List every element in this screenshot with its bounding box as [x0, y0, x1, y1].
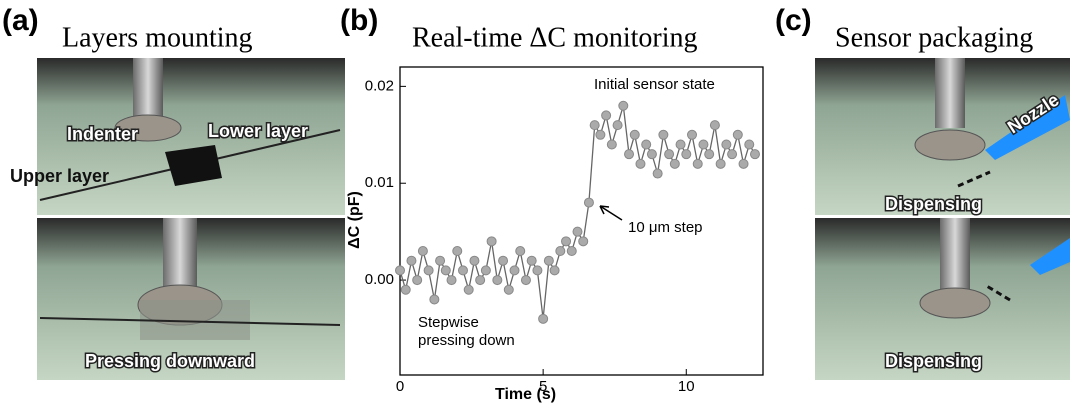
data-point	[709, 120, 720, 131]
data-point	[618, 100, 629, 111]
data-point	[749, 149, 760, 160]
data-point	[704, 149, 715, 160]
data-point	[417, 246, 428, 257]
data-point	[423, 265, 434, 276]
data-point	[520, 275, 531, 286]
series-line	[399, 105, 756, 319]
y-tick-label: 0.00	[365, 271, 394, 288]
data-point	[532, 265, 543, 276]
data-point	[549, 265, 560, 276]
data-point	[669, 158, 680, 169]
data-point	[480, 265, 491, 276]
photo-label: Pressing downward	[85, 351, 255, 371]
annotation: Stepwise	[418, 314, 479, 331]
photo-c-top	[815, 58, 1070, 215]
data-point	[715, 158, 726, 169]
data-point	[698, 139, 709, 150]
photo-label: Dispensing	[885, 194, 982, 214]
data-point	[498, 255, 509, 266]
x-tick-label: 5	[539, 378, 547, 395]
data-point	[538, 313, 549, 324]
data-point	[566, 246, 577, 257]
data-point	[738, 158, 749, 169]
data-point	[435, 255, 446, 266]
data-point	[543, 255, 554, 266]
data-point	[721, 139, 732, 150]
data-point	[555, 246, 566, 257]
data-point	[395, 265, 405, 276]
data-point	[561, 236, 572, 247]
data-point	[469, 255, 480, 266]
data-point	[572, 226, 583, 237]
panel-title: Sensor packaging	[835, 22, 1033, 53]
data-point	[635, 158, 646, 169]
data-point	[406, 255, 417, 266]
y-tick-label: 0.02	[365, 77, 394, 94]
panel-title: Layers mounting	[62, 22, 253, 53]
data-point	[624, 149, 635, 160]
data-point	[509, 265, 520, 276]
data-point	[475, 275, 486, 286]
data-point	[429, 294, 440, 305]
data-point	[440, 265, 451, 276]
panel-label: (c)	[775, 4, 812, 37]
data-point	[732, 129, 743, 140]
photo-label: Indenter	[67, 124, 138, 144]
photo-label: Lower layer	[208, 121, 308, 141]
data-point	[446, 275, 457, 286]
panel-label: (a)	[2, 4, 39, 37]
data-point	[457, 265, 468, 276]
y-tick-label: 0.01	[365, 174, 394, 191]
data-point	[646, 149, 657, 160]
photo-label: Upper layer	[10, 166, 109, 186]
data-point	[658, 129, 669, 140]
data-point	[412, 275, 423, 286]
data-point	[463, 284, 474, 295]
data-point	[681, 149, 692, 160]
arrow	[599, 205, 623, 221]
data-point	[692, 158, 703, 169]
annotation: Initial sensor state	[594, 76, 715, 93]
data-point	[727, 149, 738, 160]
data-point	[641, 139, 652, 150]
photo-label: Dispensing	[885, 351, 982, 371]
annotation: pressing down	[418, 332, 515, 349]
data-point	[583, 197, 594, 208]
plot-frame	[399, 66, 764, 376]
x-axis-label: Time (s)	[495, 386, 556, 403]
data-point	[578, 236, 589, 247]
data-point	[400, 284, 411, 295]
photo-a-top	[37, 58, 345, 215]
data-point	[515, 246, 526, 257]
x-tick-label: 10	[678, 378, 695, 395]
data-point	[612, 120, 623, 131]
annotation: 10 μm step	[628, 219, 703, 236]
photo-c-bottom	[815, 218, 1070, 380]
data-point	[687, 129, 698, 140]
panel-label: (b)	[340, 4, 378, 37]
y-axis-label: ΔC (pF)	[346, 191, 363, 249]
data-point	[589, 120, 600, 131]
data-point	[503, 284, 514, 295]
data-point	[744, 139, 755, 150]
x-tick-label: 0	[396, 378, 404, 395]
data-point	[595, 129, 606, 140]
data-point	[606, 139, 617, 150]
data-point	[664, 149, 675, 160]
data-point	[675, 139, 686, 150]
data-point	[629, 129, 640, 140]
data-point	[452, 246, 463, 257]
data-point	[526, 255, 537, 266]
photo-a-bottom	[37, 218, 345, 380]
data-point	[652, 168, 663, 179]
data-point	[601, 110, 612, 121]
data-point	[492, 275, 503, 286]
chart-title: Real-time ΔC monitoring	[412, 22, 698, 53]
data-point	[486, 236, 497, 247]
